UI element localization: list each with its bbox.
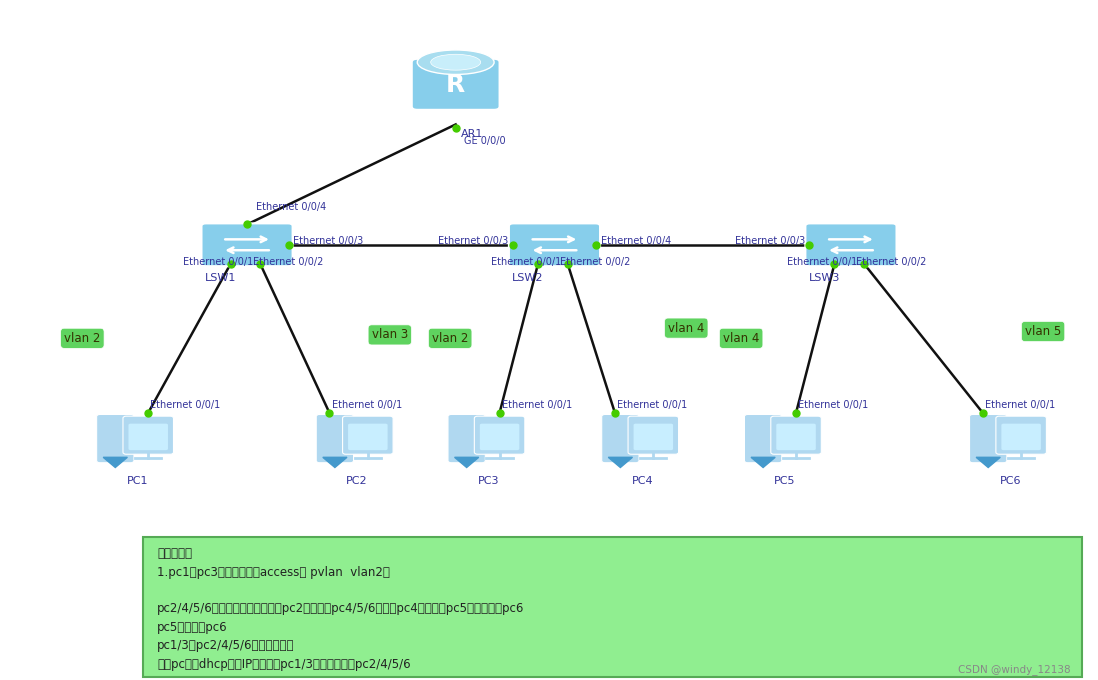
Text: vlan 2: vlan 2 [64, 332, 101, 345]
Text: PC2: PC2 [346, 476, 368, 486]
FancyBboxPatch shape [776, 424, 816, 450]
Polygon shape [103, 457, 127, 468]
Text: Ethernet 0/0/1: Ethernet 0/0/1 [491, 257, 561, 267]
Text: PC5: PC5 [774, 476, 796, 486]
Text: Ethernet 0/0/2: Ethernet 0/0/2 [856, 257, 927, 267]
Text: LSW3: LSW3 [808, 273, 840, 284]
FancyBboxPatch shape [348, 424, 388, 450]
Text: AR1: AR1 [461, 129, 483, 139]
FancyBboxPatch shape [996, 416, 1046, 454]
Text: Ethernet 0/0/4: Ethernet 0/0/4 [601, 236, 671, 245]
FancyBboxPatch shape [771, 416, 821, 454]
Polygon shape [976, 457, 1000, 468]
FancyBboxPatch shape [970, 414, 1007, 462]
FancyBboxPatch shape [480, 424, 519, 450]
Text: GE 0/0/0: GE 0/0/0 [464, 136, 506, 146]
FancyBboxPatch shape [634, 424, 673, 450]
FancyBboxPatch shape [806, 223, 896, 266]
Text: Ethernet 0/0/2: Ethernet 0/0/2 [560, 257, 630, 267]
FancyBboxPatch shape [128, 424, 168, 450]
FancyBboxPatch shape [509, 223, 600, 266]
Text: vlan 5: vlan 5 [1024, 325, 1062, 338]
Text: pc2/4/5/6处于同一个网段；其中pc2可以访问pc4/5/6；但是pc4可以访问pc5，不能访问pc6: pc2/4/5/6处于同一个网段；其中pc2可以访问pc4/5/6；但是pc4可… [157, 602, 525, 615]
Text: R: R [446, 73, 466, 97]
Text: vlan 4: vlan 4 [668, 322, 705, 335]
Text: Ethernet 0/0/3: Ethernet 0/0/3 [735, 236, 805, 245]
Polygon shape [608, 457, 632, 468]
Ellipse shape [430, 54, 481, 70]
FancyBboxPatch shape [602, 414, 639, 462]
Text: Ethernet 0/0/3: Ethernet 0/0/3 [438, 236, 508, 245]
Text: Ethernet 0/0/1: Ethernet 0/0/1 [150, 400, 221, 410]
Text: Ethernet 0/0/1: Ethernet 0/0/1 [183, 257, 254, 267]
FancyBboxPatch shape [1001, 424, 1041, 450]
Text: Ethernet 0/0/3: Ethernet 0/0/3 [293, 236, 363, 245]
Text: vlan 2: vlan 2 [432, 332, 469, 345]
Text: pc1/3与pc2/4/5/6不在一个网段: pc1/3与pc2/4/5/6不在一个网段 [157, 639, 294, 652]
Text: Ethernet 0/0/1: Ethernet 0/0/1 [502, 400, 572, 410]
FancyBboxPatch shape [143, 537, 1082, 677]
FancyBboxPatch shape [628, 416, 679, 454]
Text: vlan 4: vlan 4 [722, 332, 760, 345]
Text: PC4: PC4 [631, 476, 653, 486]
Text: pc5不能访问pc6: pc5不能访问pc6 [157, 621, 227, 634]
Polygon shape [455, 457, 479, 468]
Polygon shape [751, 457, 775, 468]
Text: Ethernet 0/0/1: Ethernet 0/0/1 [332, 400, 402, 410]
Text: PC1: PC1 [126, 476, 148, 486]
FancyBboxPatch shape [123, 416, 173, 454]
Text: 所有pc通过dhcp获取IP地址，且pc1/3可以正常访问pc2/4/5/6: 所有pc通过dhcp获取IP地址，且pc1/3可以正常访问pc2/4/5/6 [157, 658, 411, 670]
Text: Ethernet 0/0/4: Ethernet 0/0/4 [256, 202, 326, 212]
Text: CSDN @windy_12138: CSDN @windy_12138 [957, 664, 1071, 675]
Text: PC3: PC3 [478, 476, 500, 486]
Text: vlan 3: vlan 3 [371, 328, 408, 341]
Text: 1.pc1和pc3的所在接口为access； pvlan  vlan2；: 1.pc1和pc3的所在接口为access； pvlan vlan2； [157, 566, 390, 579]
FancyBboxPatch shape [448, 414, 485, 462]
Text: Ethernet 0/0/2: Ethernet 0/0/2 [253, 257, 323, 267]
FancyBboxPatch shape [316, 414, 354, 462]
FancyBboxPatch shape [474, 416, 525, 454]
Text: 实验要求：: 实验要求： [157, 547, 192, 560]
FancyBboxPatch shape [744, 414, 782, 462]
Text: Ethernet 0/0/1: Ethernet 0/0/1 [787, 257, 858, 267]
FancyBboxPatch shape [343, 416, 393, 454]
Text: Ethernet 0/0/1: Ethernet 0/0/1 [798, 400, 869, 410]
Text: Ethernet 0/0/1: Ethernet 0/0/1 [617, 400, 687, 410]
FancyBboxPatch shape [97, 414, 134, 462]
Text: Ethernet 0/0/1: Ethernet 0/0/1 [985, 400, 1055, 410]
Text: PC6: PC6 [999, 476, 1021, 486]
FancyBboxPatch shape [202, 223, 292, 266]
Text: LSW2: LSW2 [512, 273, 544, 284]
FancyBboxPatch shape [412, 59, 500, 109]
Text: LSW1: LSW1 [204, 273, 236, 284]
Polygon shape [323, 457, 347, 468]
Ellipse shape [417, 50, 494, 75]
